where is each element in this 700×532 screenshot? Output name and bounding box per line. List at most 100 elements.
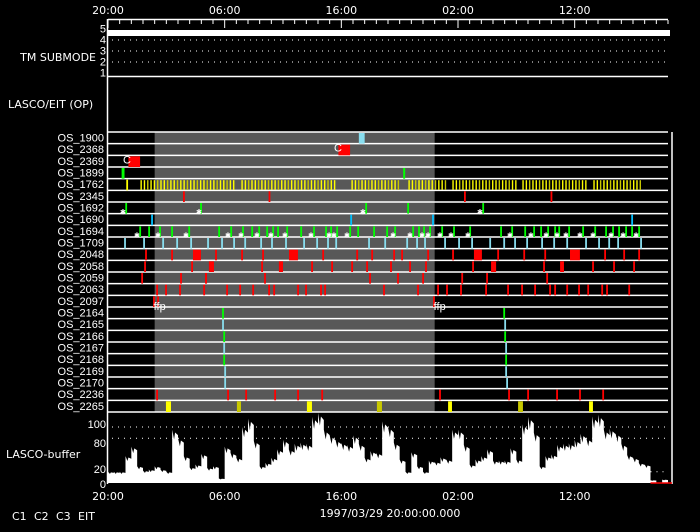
event-line [148,226,151,237]
event-tick [327,180,329,190]
event-line [601,284,604,296]
asterisk-stroke [554,233,560,237]
event-line [407,203,410,214]
event-line [543,261,545,272]
tm-level-label: 4 [100,35,106,47]
event-line [608,238,611,249]
event-line [412,226,415,237]
event-line [268,191,271,202]
asterisk-stroke [390,233,396,237]
event-tick [176,180,179,190]
event-line [351,261,354,272]
event-tick [394,180,396,190]
event-line [556,389,558,401]
buffer-label: LASCO-buffer [6,448,81,461]
event-tick [616,180,618,190]
event-tick [599,180,602,190]
event-line [268,284,270,296]
lasco-eit-label: LASCO/EIT (OP) [8,98,93,111]
event-line [159,226,161,237]
event-tick [532,180,534,190]
buffer-tick-label: 0 [100,479,106,491]
event-line [145,249,147,261]
row-label: OS_1709 [58,238,104,250]
event-line [439,389,441,401]
event-line [553,238,556,249]
event-line [401,249,403,261]
event-tick [472,180,474,190]
event-tick [374,180,376,190]
event-line [165,284,167,296]
event-line [504,331,507,342]
event-line [526,238,529,249]
asterisk-stroke [465,233,471,237]
asterisk-stroke [620,233,626,237]
event-line [458,238,460,249]
asterisk-stroke [608,233,614,237]
event-line [527,389,529,401]
event-line [524,226,527,237]
event-line [233,238,235,249]
event-tick [431,180,433,190]
event-tick [324,180,326,190]
event-line [503,308,506,319]
event-tick [391,180,393,190]
event-tick [387,180,390,190]
event-line [423,226,425,237]
event-line [218,226,221,237]
event-line [151,214,153,226]
event-line [373,226,375,237]
asterisk-marker [238,232,244,238]
event-line [497,249,500,261]
event-tick [629,180,632,190]
event-line [631,214,634,226]
asterisk-marker [528,232,534,238]
event-tick [609,180,612,190]
asterisk-marker [608,232,614,238]
bottom-tick-label: 06:00 [209,490,241,503]
event-line [397,273,399,284]
event-line [568,226,571,237]
event-line [183,191,185,202]
event-line [628,284,631,296]
event-tick [310,180,313,190]
event-tick [545,180,547,190]
event-block [205,273,208,284]
event-line [446,284,448,296]
event-line [125,203,128,214]
event-tick [568,180,571,190]
event-tick [478,180,481,190]
event-tick [274,180,276,190]
event-line [587,284,590,296]
event-line [489,238,492,249]
row-label: OS_2368 [58,144,104,156]
event-line [460,284,462,296]
event-line [222,319,224,331]
row-label: OS_2169 [58,366,104,378]
asterisk-marker [407,232,413,238]
event-block [289,249,298,261]
event-line [191,261,193,272]
event-line [369,273,371,284]
row-label: OS_2164 [58,308,104,320]
top-tick-label: 20:00 [92,4,124,17]
event-tick [206,180,208,190]
event-line [521,284,523,296]
ffp-marker: ffp [434,301,446,313]
event-tick [458,180,461,190]
event-tick [223,180,225,190]
row-label: OS_2369 [58,156,104,168]
bottom-tick-label: 02:00 [442,490,474,503]
event-tick [247,180,250,190]
asterisk-marker [620,232,626,238]
event-line [153,296,155,307]
event-line [486,273,488,284]
event-line [582,226,585,237]
asterisk-stroke [633,233,639,237]
event-tick [558,180,561,190]
row-label: OS_2170 [58,378,104,390]
event-tick [482,180,484,190]
event-line [433,296,435,307]
event-line [554,284,557,296]
